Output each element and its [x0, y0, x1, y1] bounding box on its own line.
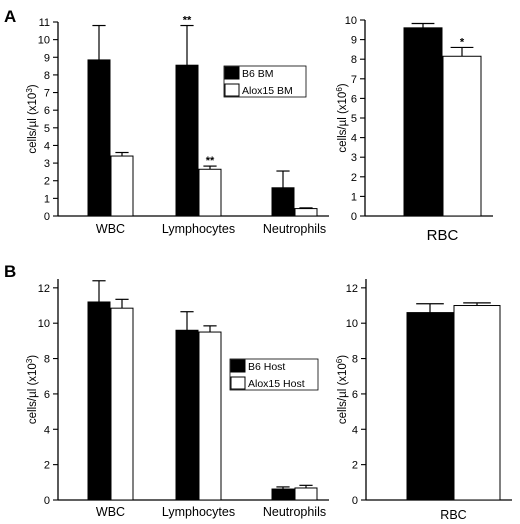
- bar: [110, 307, 134, 501]
- y-axis-label: cells/µl (x103): [25, 84, 40, 153]
- y-axis-label: cells/µl (x103): [25, 355, 40, 424]
- y-tick-label: 8: [44, 354, 50, 366]
- bar: [442, 55, 482, 217]
- y-tick-label: 7: [351, 74, 357, 86]
- y-axis-label-main: cells/µl (x10: [27, 93, 39, 154]
- significance-marker: **: [206, 155, 215, 167]
- category-label: Neutrophils: [263, 222, 326, 236]
- y-axis-label-exponent: 3: [25, 358, 34, 363]
- chart-a-right: 0 1 2 3 4 5 6 7 8 9 10 cells/µl (x106) * RBC: [335, 15, 493, 244]
- y-tick-label: 6: [352, 389, 358, 401]
- bar: [110, 155, 134, 217]
- bar: [198, 168, 222, 217]
- panel-label-a: A: [4, 7, 16, 26]
- category-label: Lymphocytes: [162, 222, 235, 236]
- y-tick-label: 9: [351, 35, 357, 47]
- bar: [271, 488, 295, 501]
- y-tick-label: 2: [44, 176, 50, 188]
- y-tick-label: 6: [351, 93, 357, 105]
- legend-label: Alox15 Host: [248, 378, 305, 390]
- y-tick-label: 4: [352, 424, 358, 436]
- legend-label: Alox15 BM: [242, 85, 293, 97]
- y-tick-label: 6: [44, 105, 50, 117]
- bar: [87, 301, 111, 501]
- y-tick-label: 10: [38, 35, 50, 47]
- y-tick-label: 1: [44, 193, 50, 205]
- y-tick-label: 4: [44, 140, 50, 152]
- bar: [87, 59, 111, 217]
- bar: [198, 331, 222, 501]
- y-tick-label: 0: [44, 211, 50, 223]
- bar: [175, 64, 199, 217]
- y-axis-label-exponent: 6: [335, 358, 344, 363]
- bar: [294, 208, 318, 217]
- significance-marker: *: [460, 36, 465, 48]
- y-tick-label: 12: [38, 283, 50, 295]
- y-tick-label: 10: [38, 318, 50, 330]
- y-axis-label-close: ): [27, 84, 39, 88]
- category-label: WBC: [96, 222, 125, 236]
- legend-swatch: [230, 359, 246, 373]
- legend-swatch: [230, 376, 246, 390]
- panel-label-b: B: [4, 262, 16, 281]
- y-tick-label: 5: [351, 113, 357, 125]
- y-tick-label: 2: [352, 460, 358, 472]
- y-axis-label: cells/µl (x106): [335, 83, 350, 152]
- y-tick-label: 8: [44, 70, 50, 82]
- legend: B6 Host Alox15 Host: [229, 358, 319, 391]
- y-axis-label-close: ): [337, 83, 349, 87]
- y-tick-label: 9: [44, 52, 50, 64]
- bar: [406, 312, 454, 501]
- legend-swatch: [224, 66, 240, 80]
- chart-b-right: 0 2 4 6 8 10 12 cells/µl (x106) RBC: [335, 279, 512, 522]
- bar: [294, 487, 318, 501]
- bar: [403, 27, 443, 217]
- y-axis-label-close: ): [27, 355, 39, 359]
- y-axis-label-exponent: 3: [25, 88, 34, 93]
- category-label: Neutrophils: [263, 505, 326, 519]
- category-label: RBC: [440, 508, 466, 522]
- y-tick-label: 1: [351, 191, 357, 203]
- y-tick-label: 0: [351, 211, 357, 223]
- bar: [453, 305, 501, 501]
- y-tick-label: 2: [351, 172, 357, 184]
- chart-b-left: 0 2 4 6 8 10 12 cells/µl (x103) WBC Lymphocytes Ne…: [25, 279, 329, 519]
- y-tick-label: 4: [44, 424, 50, 436]
- y-tick-label: 8: [352, 354, 358, 366]
- category-label: Lymphocytes: [162, 505, 235, 519]
- legend-label: B6 BM: [242, 68, 274, 80]
- y-tick-label: 5: [44, 123, 50, 135]
- y-tick-label: 2: [44, 460, 50, 472]
- y-tick-label: 6: [44, 389, 50, 401]
- y-tick-label: 10: [345, 15, 357, 27]
- y-axis-label-exponent: 6: [335, 87, 344, 92]
- y-tick-label: 0: [44, 495, 50, 507]
- y-axis-label: cells/µl (x106): [335, 355, 350, 424]
- legend-label: B6 Host: [248, 361, 285, 373]
- y-tick-label: 7: [44, 88, 50, 100]
- significance-marker: **: [183, 15, 192, 27]
- legend-frame: [229, 358, 319, 391]
- category-label: RBC: [427, 227, 459, 244]
- legend-swatch: [224, 83, 240, 97]
- y-tick-label: 12: [346, 283, 358, 295]
- y-tick-label: 3: [44, 158, 50, 170]
- y-axis-label-main: cells/µl (x10: [337, 92, 349, 153]
- y-tick-label: 11: [39, 17, 50, 29]
- y-tick-label: 0: [352, 495, 358, 507]
- y-tick-label: 3: [351, 152, 357, 164]
- y-tick-label: 10: [346, 318, 358, 330]
- bar: [271, 187, 295, 217]
- legend: B6 BM Alox15 BM: [223, 65, 307, 98]
- category-label: WBC: [96, 505, 125, 519]
- y-axis-label-main: cells/µl (x10: [337, 363, 349, 424]
- bar: [175, 329, 199, 501]
- legend-frame: [223, 65, 307, 98]
- y-tick-label: 4: [351, 133, 357, 145]
- y-axis-label-main: cells/µl (x10: [27, 363, 39, 424]
- y-axis-label-close: ): [337, 355, 349, 359]
- y-tick-label: 8: [351, 54, 357, 66]
